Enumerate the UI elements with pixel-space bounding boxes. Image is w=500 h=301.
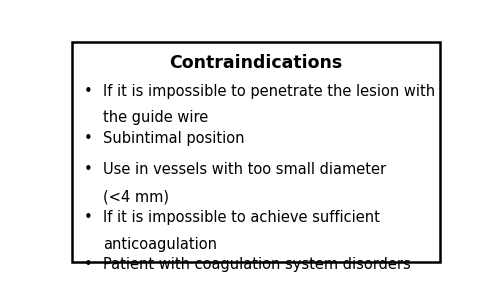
- Text: Subintimal position: Subintimal position: [103, 131, 245, 146]
- Text: •: •: [84, 257, 92, 272]
- Text: Use in vessels with too small diameter: Use in vessels with too small diameter: [103, 163, 387, 177]
- Text: If it is impossible to penetrate the lesion with: If it is impossible to penetrate the les…: [103, 84, 436, 99]
- Text: (<4 mm): (<4 mm): [103, 189, 169, 204]
- Text: Contraindications: Contraindications: [170, 54, 343, 72]
- Text: •: •: [84, 210, 92, 225]
- FancyBboxPatch shape: [72, 42, 440, 262]
- Text: the guide wire: the guide wire: [103, 110, 208, 125]
- Text: If it is impossible to achieve sufficient: If it is impossible to achieve sufficien…: [103, 210, 380, 225]
- Text: •: •: [84, 163, 92, 177]
- Text: Patient with coagulation system disorders: Patient with coagulation system disorder…: [103, 257, 411, 272]
- Text: •: •: [84, 84, 92, 99]
- Text: anticoagulation: anticoagulation: [103, 237, 217, 252]
- Text: •: •: [84, 131, 92, 146]
